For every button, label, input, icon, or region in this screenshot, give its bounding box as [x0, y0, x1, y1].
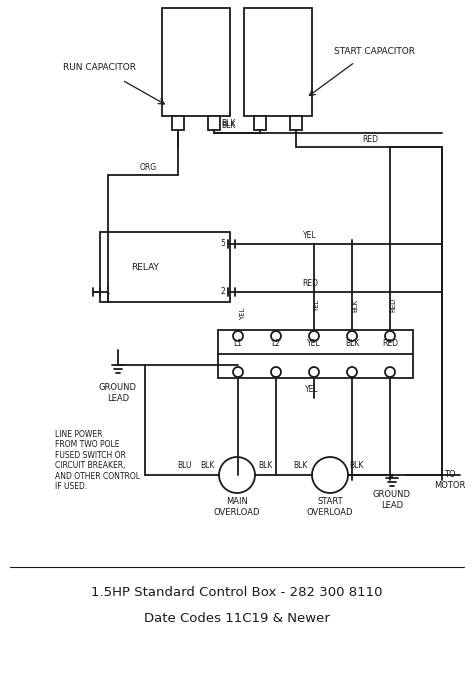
Text: RED: RED: [390, 298, 396, 312]
Text: 2: 2: [220, 287, 225, 296]
Text: BLK: BLK: [221, 121, 235, 130]
Circle shape: [309, 367, 319, 377]
Circle shape: [347, 367, 357, 377]
Text: BLU: BLU: [178, 460, 192, 469]
Text: START
OVERLOAD: START OVERLOAD: [307, 497, 353, 517]
Text: BLK: BLK: [349, 460, 363, 469]
Text: YEL: YEL: [303, 231, 317, 241]
Circle shape: [385, 367, 395, 377]
Text: L2: L2: [272, 340, 281, 348]
Text: LINE POWER
FROM TWO POLE
FUSED SWITCH OR
CIRCUIT BREAKER,
AND OTHER CONTROL
IF U: LINE POWER FROM TWO POLE FUSED SWITCH OR…: [55, 430, 140, 491]
Text: YEL: YEL: [314, 300, 320, 312]
Text: TO
MOTOR: TO MOTOR: [434, 471, 465, 490]
Bar: [208, 116, 220, 130]
Text: YEL: YEL: [240, 308, 246, 320]
Circle shape: [233, 331, 243, 341]
Text: 1.5HP Standard Control Box - 282 300 8110: 1.5HP Standard Control Box - 282 300 811…: [91, 586, 383, 599]
Text: BLK: BLK: [352, 299, 358, 312]
Text: 1: 1: [105, 287, 110, 296]
Bar: [172, 116, 184, 130]
Text: RED: RED: [362, 134, 378, 144]
Text: RED: RED: [382, 340, 398, 348]
Text: RED: RED: [302, 279, 318, 289]
Circle shape: [309, 331, 319, 341]
Text: RUN CAPACITOR: RUN CAPACITOR: [64, 64, 137, 73]
Text: GROUND
LEAD: GROUND LEAD: [373, 490, 411, 510]
Text: Date Codes 11C19 & Newer: Date Codes 11C19 & Newer: [144, 612, 330, 624]
Text: GROUND
LEAD: GROUND LEAD: [99, 383, 137, 403]
Text: ORG: ORG: [139, 163, 156, 172]
Text: BLK: BLK: [293, 460, 307, 469]
Circle shape: [271, 331, 281, 341]
Text: BLK: BLK: [221, 119, 235, 129]
Text: BLK: BLK: [345, 340, 359, 348]
Circle shape: [219, 457, 255, 493]
Text: BLK: BLK: [258, 460, 272, 469]
Text: L1: L1: [234, 340, 243, 348]
Bar: [162, 8, 230, 116]
Circle shape: [271, 367, 281, 377]
Text: BLK: BLK: [200, 460, 214, 469]
Bar: [218, 330, 413, 378]
Text: YEL: YEL: [305, 386, 319, 395]
Bar: [244, 8, 312, 116]
Text: START CAPACITOR: START CAPACITOR: [335, 47, 416, 56]
Circle shape: [385, 331, 395, 341]
Circle shape: [312, 457, 348, 493]
Text: 5: 5: [220, 239, 225, 249]
Text: YEL: YEL: [307, 340, 321, 348]
Bar: [100, 232, 230, 302]
Circle shape: [233, 367, 243, 377]
Bar: [254, 116, 266, 130]
Bar: [290, 116, 302, 130]
Text: MAIN
OVERLOAD: MAIN OVERLOAD: [214, 497, 260, 517]
Text: RELAY: RELAY: [131, 262, 159, 271]
Circle shape: [347, 331, 357, 341]
